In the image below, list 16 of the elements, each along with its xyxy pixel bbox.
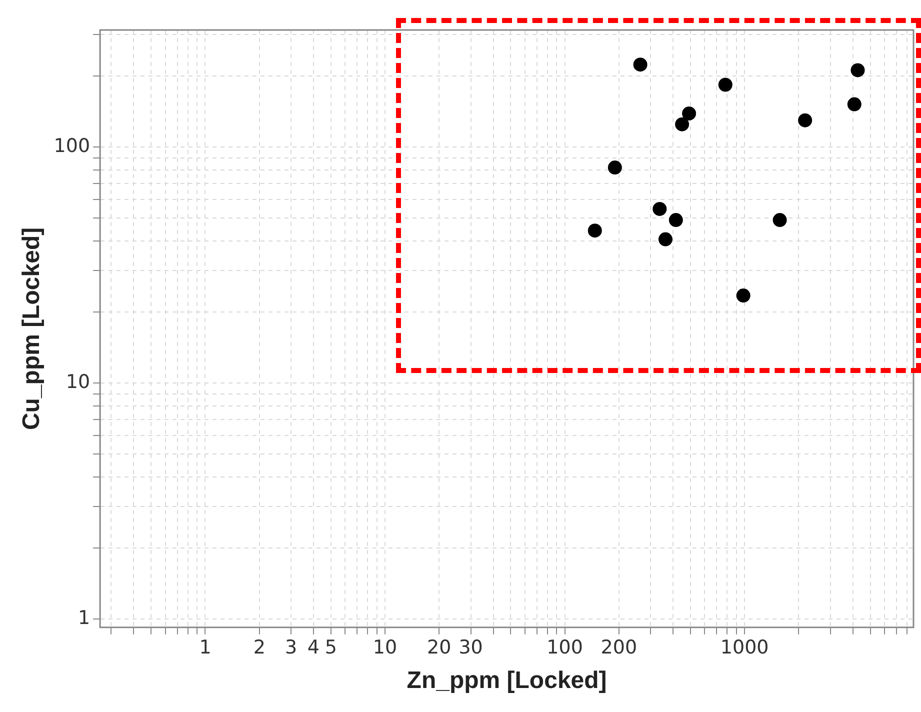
x-tick-label: 3	[284, 636, 298, 659]
x-tick-label: 2	[253, 636, 266, 659]
x-tick-label: 30	[458, 636, 483, 659]
y-tick-label: 1	[78, 606, 90, 629]
y-tick-label: 10	[66, 370, 90, 393]
x-tick-label: 4	[307, 636, 320, 659]
x-axis-title: Zn_ppm [Locked]	[406, 667, 607, 694]
y-axis-title: Cu_ppm [Locked]	[18, 227, 46, 430]
x-tick-label: 20	[427, 636, 452, 659]
y-tick-label: 100	[54, 135, 90, 158]
x-tick-label: 200	[600, 636, 638, 659]
x-tick-label: 1	[199, 636, 212, 659]
x-tick-label: 1000	[720, 636, 769, 659]
x-tick-label: 5	[324, 636, 337, 659]
x-tick-label: 100	[546, 636, 583, 659]
x-tick-label: 10	[372, 636, 398, 659]
